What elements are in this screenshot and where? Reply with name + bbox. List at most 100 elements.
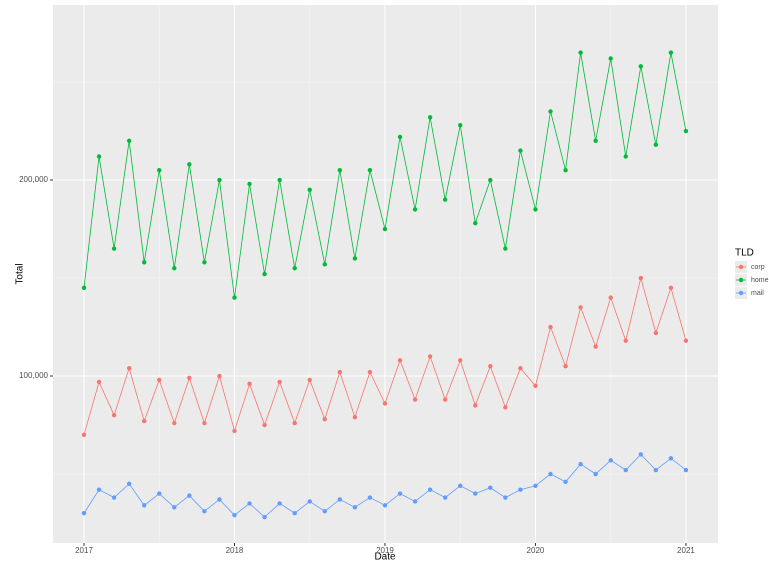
point (548, 471, 553, 477)
point (473, 491, 478, 496)
point (217, 177, 222, 183)
point (503, 495, 508, 500)
point (292, 420, 297, 426)
grid (53, 5, 718, 543)
point (367, 369, 373, 375)
point (277, 177, 282, 183)
legend-label: corp (751, 264, 765, 271)
x-tick-label: 2018 (226, 546, 244, 555)
point (96, 154, 102, 159)
point (81, 511, 87, 516)
point (608, 56, 613, 61)
x-tick-label: 2019 (376, 546, 394, 555)
point (608, 295, 613, 300)
point (292, 511, 297, 516)
point (232, 295, 237, 300)
point (172, 266, 177, 271)
point (488, 364, 493, 369)
marks (81, 50, 689, 520)
point (488, 485, 493, 490)
point (262, 514, 267, 520)
point (141, 418, 147, 424)
point (126, 138, 132, 144)
point (488, 177, 493, 183)
point (442, 397, 448, 402)
point (96, 379, 102, 385)
point (653, 142, 659, 147)
point (563, 364, 568, 369)
point (397, 134, 403, 140)
point (563, 168, 568, 173)
point (623, 338, 628, 343)
point (187, 162, 192, 167)
point (412, 499, 418, 504)
point (382, 503, 388, 508)
point (262, 271, 267, 277)
point (367, 168, 373, 173)
point (292, 266, 297, 271)
point (187, 375, 192, 381)
point (653, 330, 659, 336)
point (533, 207, 538, 212)
point (126, 481, 132, 487)
point (81, 432, 87, 438)
point (533, 483, 538, 488)
point (157, 377, 162, 383)
point (683, 128, 689, 134)
point (593, 344, 598, 349)
point (277, 501, 282, 506)
point (337, 497, 343, 502)
point (81, 285, 87, 291)
point (563, 479, 568, 485)
point (518, 365, 523, 371)
panel (53, 5, 718, 543)
point (458, 483, 463, 488)
point (337, 369, 343, 375)
point (593, 471, 598, 477)
point (548, 324, 553, 330)
point (397, 358, 403, 363)
point (217, 497, 222, 502)
point (126, 365, 132, 371)
point (623, 467, 628, 473)
point (578, 50, 583, 55)
point (307, 499, 312, 504)
point (623, 154, 628, 159)
point (668, 285, 674, 291)
point (473, 403, 478, 408)
point (638, 275, 644, 281)
point (322, 416, 327, 422)
point (518, 148, 523, 153)
point (247, 381, 252, 387)
point (247, 181, 252, 187)
point (548, 109, 553, 114)
point (111, 246, 117, 251)
point (668, 50, 674, 55)
point (322, 509, 327, 514)
point (352, 505, 358, 510)
point (232, 512, 237, 518)
point (427, 354, 433, 359)
point (442, 495, 448, 500)
point (96, 487, 102, 492)
point (397, 491, 403, 496)
point (322, 262, 327, 267)
x-axis-title: Date (374, 552, 396, 563)
point (638, 64, 644, 69)
point (608, 458, 613, 463)
point (157, 491, 162, 496)
point (518, 487, 523, 492)
point (653, 467, 659, 473)
point (683, 467, 689, 473)
point (683, 338, 689, 343)
point (412, 207, 418, 212)
point (503, 405, 508, 410)
legend-key-point (738, 264, 744, 270)
point (578, 305, 583, 310)
point (217, 373, 222, 379)
legend-label: home (751, 277, 769, 284)
point (458, 358, 463, 363)
point (157, 168, 162, 173)
point (382, 226, 388, 232)
legend-key-point (738, 277, 744, 283)
